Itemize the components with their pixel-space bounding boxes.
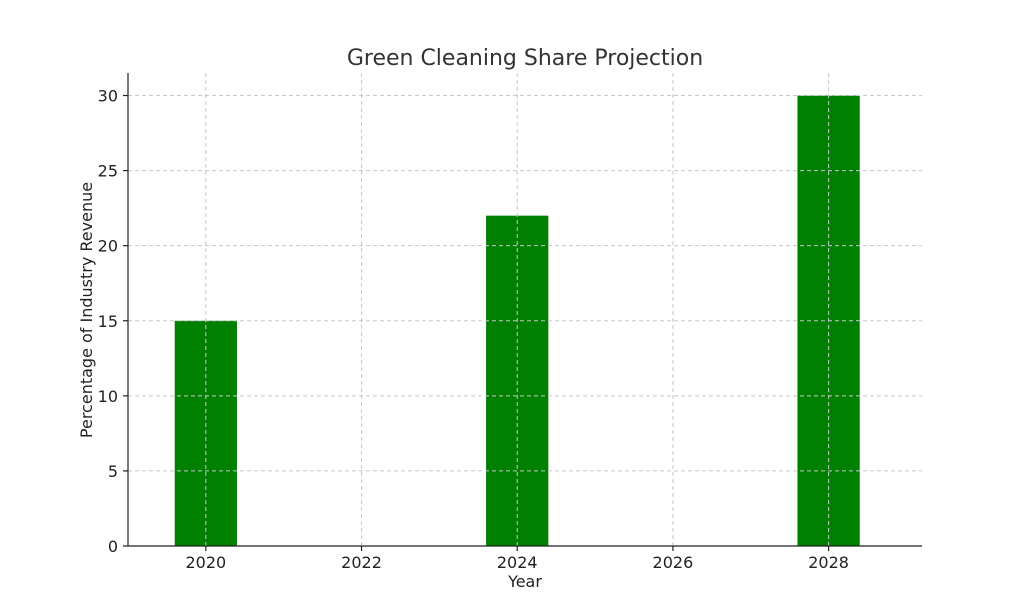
y-tick-label: 5	[108, 462, 118, 481]
y-ticks: 0 5 10 15 20 25 30	[98, 87, 128, 556]
axes	[127, 73, 922, 547]
x-tick-label: 2028	[808, 553, 849, 572]
x-ticks: 2020 2022 2024 2026 2028	[185, 546, 849, 572]
y-axis-label: Percentage of Industry Revenue	[77, 182, 96, 438]
x-tick-label: 2022	[341, 553, 382, 572]
y-tick-label: 20	[98, 237, 118, 256]
chart-title: Green Cleaning Share Projection	[347, 46, 703, 71]
x-tick-label: 2020	[185, 553, 226, 572]
y-tick-label: 10	[98, 387, 118, 406]
x-tick-label: 2024	[497, 553, 538, 572]
y-tick-label: 25	[98, 162, 118, 181]
x-tick-label: 2026	[653, 553, 694, 572]
y-tick-label: 15	[98, 312, 118, 331]
y-tick-label: 30	[98, 87, 118, 106]
x-axis-label: Year	[507, 572, 542, 591]
y-tick-label: 0	[108, 537, 118, 556]
